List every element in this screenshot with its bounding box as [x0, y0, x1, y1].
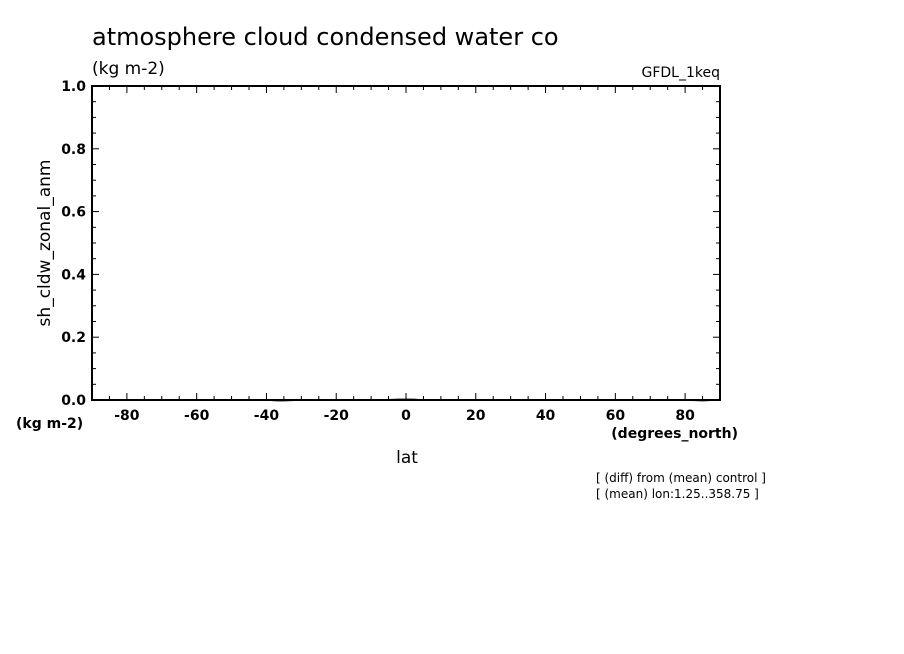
y-tick-label: 0.6 [61, 205, 86, 221]
y-tick-labels: 0.0 0.2 0.4 0.6 0.8 1.0 [61, 79, 86, 409]
y-tick-label: 0.4 [61, 267, 86, 283]
y-tick-label: 0.2 [61, 330, 86, 346]
x-axis-label: lat [396, 448, 418, 468]
tick-marks [92, 86, 720, 400]
y-tick-label: 0.8 [61, 142, 86, 158]
x-tick-label: -20 [324, 408, 350, 424]
plot-frame [91, 85, 721, 401]
x-tick-label: -60 [184, 408, 210, 424]
chart-title: atmosphere cloud condensed water co [92, 23, 559, 51]
model-label: GFDL_1keq [642, 65, 721, 81]
x-tick-label: 80 [675, 408, 695, 424]
note-mean: [ (mean) lon:1.25..358.75 ] [596, 487, 759, 501]
x-tick-label: 20 [466, 408, 486, 424]
y-tick-label: 0.0 [61, 393, 86, 409]
x-axis-unit: (degrees_north) [611, 426, 738, 442]
x-tick-label: 40 [536, 408, 556, 424]
series-line [95, 398, 717, 402]
x-tick-labels: -80 -60 -40 -20 0 20 40 60 80 [114, 408, 695, 424]
y-axis-unit: (kg m-2) [16, 416, 83, 432]
note-diff: [ (diff) from (mean) control ] [596, 471, 766, 485]
x-tick-label: 60 [606, 408, 626, 424]
x-tick-label: 0 [401, 408, 411, 424]
x-tick-label: -80 [114, 408, 140, 424]
chart-subtitle: (kg m-2) [92, 59, 165, 79]
y-axis-label: sh_cldw_zonal_anm [35, 160, 55, 327]
x-tick-label: -40 [254, 408, 280, 424]
y-tick-label: 1.0 [61, 79, 86, 95]
